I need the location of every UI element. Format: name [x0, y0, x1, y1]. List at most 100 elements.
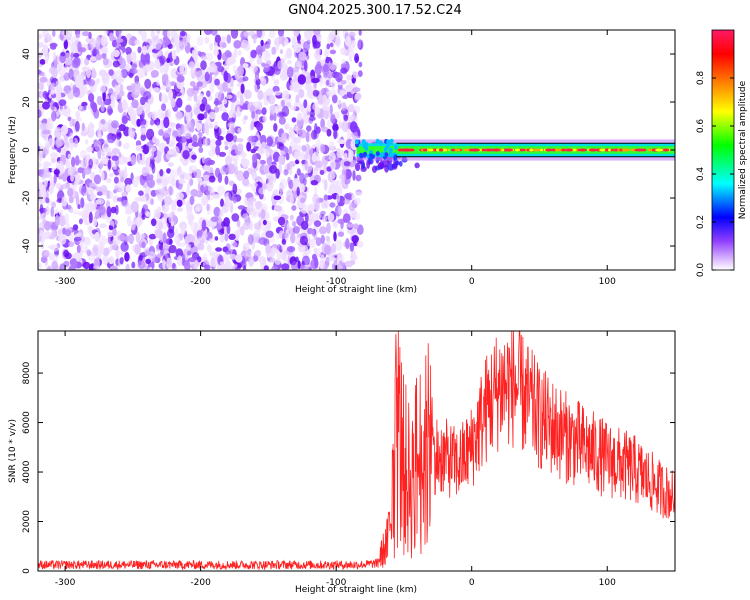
spectrogram-cell	[196, 81, 203, 87]
spectrogram-cell	[294, 150, 299, 160]
spectrogram-cell	[264, 44, 271, 49]
spectrogram-cell	[168, 89, 174, 101]
spectrogram-cell	[51, 229, 56, 240]
spectrogram-cell	[110, 206, 117, 214]
spectrogram-cell	[149, 237, 153, 247]
spectrogram-cell	[320, 118, 325, 129]
spectrogram-cell	[246, 204, 255, 215]
spectrogram-cell	[351, 235, 360, 243]
spectrogram-cell	[81, 84, 88, 95]
spectrogram-cell	[352, 169, 356, 181]
spectrogram-cell	[96, 198, 105, 205]
spectrogram-cell	[117, 235, 126, 241]
spectrogram-cell	[356, 240, 364, 248]
spectrogram-cell	[67, 187, 74, 197]
spectrogram-cell	[75, 195, 80, 206]
spectrogram-cell	[225, 260, 231, 269]
spectrogram-cell	[66, 204, 72, 210]
spectrogram-cell	[86, 249, 92, 256]
signal-band-peak	[406, 148, 414, 152]
spectrogram-cell	[159, 65, 164, 74]
spectrogram-cell	[44, 251, 50, 256]
spectrogram-cell	[120, 68, 128, 79]
spectrogram-cell	[236, 138, 244, 143]
signal-band	[354, 138, 675, 162]
spectrogram-cell	[118, 152, 122, 159]
spectrogram-cell	[220, 198, 224, 207]
spectrogram-cell	[99, 160, 104, 169]
spectrogram-cell	[193, 106, 201, 116]
spectrogram-cell	[170, 97, 176, 108]
spectrogram-cell	[156, 30, 161, 35]
signal-band-peak	[515, 148, 521, 152]
spectrogram-cell	[55, 90, 62, 101]
spectrogram-cell	[96, 191, 103, 196]
spectrogram-cell	[314, 257, 319, 269]
spectrogram-cell	[97, 133, 102, 139]
spectrogram-cell	[161, 204, 170, 213]
spectrogram-cell	[281, 238, 286, 245]
spectrogram-cell	[213, 100, 222, 105]
spectrogram-cell	[38, 91, 41, 98]
spectrogram-cell	[351, 194, 356, 201]
spectrogram-cell	[317, 93, 324, 105]
spectrogram-cell	[57, 61, 63, 70]
spectrogram-cell	[174, 228, 179, 238]
spectrogram-cell	[225, 155, 232, 166]
spectrogram-cell	[213, 194, 220, 199]
spectrogram-cell	[130, 220, 136, 231]
spectrogram-cell	[307, 203, 315, 212]
signal-band-onset	[361, 139, 366, 145]
spectrogram-y-ticks: -40 -20 0 20 40	[22, 48, 675, 253]
spectrogram-cell	[53, 174, 57, 184]
spectrogram-cell	[323, 194, 328, 201]
spectrogram-cell	[283, 232, 289, 238]
spectrogram-cell	[311, 129, 317, 140]
spectrogram-cell	[38, 109, 42, 119]
spectrogram-cell	[162, 259, 166, 270]
spectrogram-cell	[39, 229, 44, 237]
spectrogram-cell	[50, 244, 59, 252]
spectrogram-cell	[358, 30, 362, 36]
spectrogram-cell	[106, 178, 112, 183]
spectrogram-cell	[112, 60, 120, 68]
spectrogram-cell	[150, 30, 155, 39]
spectrogram-cell	[354, 197, 361, 205]
signal-band-peak	[662, 148, 670, 152]
spectrogram-cell	[224, 61, 230, 71]
spectrogram-cell	[38, 33, 43, 40]
spectrogram-cell	[227, 163, 236, 175]
spectrogram-cell	[208, 238, 216, 243]
spectrogram-cell	[213, 106, 220, 113]
spectrogram-cell	[138, 190, 144, 196]
spectrogram-cell	[44, 55, 49, 64]
spectrogram-cell	[144, 44, 151, 54]
spectrogram-cell	[83, 104, 87, 111]
spectrogram-cell	[276, 111, 285, 118]
spectrogram-cell	[49, 76, 55, 84]
spectrogram-cell	[118, 168, 124, 174]
spectrogram-cell	[188, 216, 193, 226]
signal-band-peak	[655, 148, 662, 152]
spectrogram-cell	[319, 143, 326, 153]
spectrogram-cell	[255, 45, 263, 56]
spectrogram-cell	[204, 264, 211, 270]
signal-band-onset	[388, 149, 393, 154]
spectrogram-cell	[129, 114, 137, 124]
spectrogram-cell	[137, 46, 142, 54]
spectrogram-cell	[97, 148, 102, 160]
spectrogram-cell	[140, 233, 145, 240]
spectrogram-cell	[75, 34, 80, 39]
spectrogram-cell	[336, 253, 345, 263]
spectrogram-y-tick-label: 40	[22, 48, 32, 60]
spectrogram-cell	[348, 203, 355, 212]
spectrogram-cell	[259, 159, 266, 165]
spectrogram-cell	[301, 106, 308, 116]
spectrogram-cell	[242, 242, 250, 252]
spectrogram-cell	[176, 97, 183, 108]
spectrogram-cell	[279, 49, 283, 55]
spectrogram-cell	[328, 183, 336, 194]
spectrogram-cell	[321, 126, 329, 133]
